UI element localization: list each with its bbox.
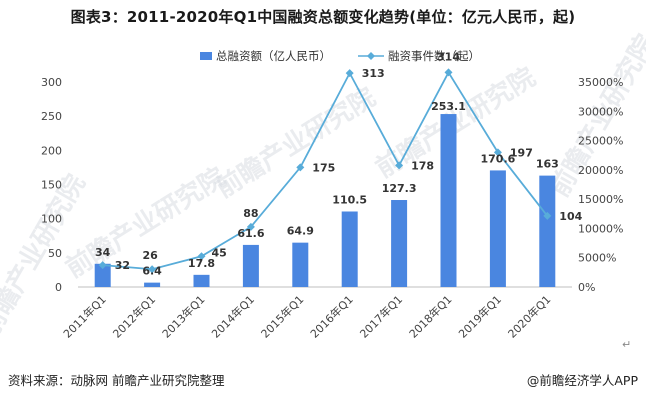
- x-tick-label: 2019年Q1: [455, 292, 504, 341]
- line-point: [246, 222, 255, 231]
- line-point: [543, 211, 552, 220]
- x-tick-label: 2011年Q1: [60, 292, 109, 341]
- line-point: [148, 265, 157, 274]
- y-left-tick-label: 150: [41, 179, 62, 192]
- y-right-tick-label: 35000%: [578, 76, 623, 89]
- return-mark: ↵: [622, 338, 632, 351]
- line-point: [98, 261, 107, 270]
- line-point: [345, 69, 354, 78]
- x-tick-label: 2013年Q1: [159, 292, 208, 341]
- line-data-label: 178: [411, 159, 434, 172]
- bar-data-label: 17.8: [188, 257, 215, 270]
- line-data-label: 88: [243, 207, 258, 220]
- bar: [391, 200, 408, 287]
- x-tick-label: 2015年Q1: [258, 292, 307, 341]
- legend-label-line: 融资事件数（起）: [388, 49, 480, 63]
- bar-data-label: 6.4: [142, 265, 162, 278]
- legend-label-bar: 总融资额（亿人民币）: [216, 49, 331, 63]
- x-tick-label: 2014年Q1: [208, 292, 257, 341]
- y-right-tick-label: 20000%: [578, 164, 623, 177]
- line-data-label: 197: [510, 146, 533, 159]
- series-line: [102, 70, 549, 271]
- bar-data-label: 127.3: [382, 182, 417, 195]
- line-data-label: 175: [312, 161, 335, 174]
- x-tick-label: 2018年Q1: [406, 292, 455, 341]
- bar-data-label: 170.6: [481, 152, 516, 165]
- y-left-tick-label: 200: [41, 144, 62, 157]
- legend-swatch-marker: [367, 52, 375, 60]
- line-data-label: 26: [142, 249, 158, 262]
- chart-title: 图表3：2011-2020年Q1中国融资总额变化趋势(单位：亿元人民币，起): [70, 8, 576, 26]
- y-right-tick-label: 15000%: [578, 193, 623, 206]
- line-point: [197, 252, 206, 261]
- bar: [292, 242, 309, 287]
- legend: 总融资额（亿人民币） 融资事件数（起）: [200, 49, 480, 63]
- bar-series: [94, 114, 556, 287]
- bar-data-label: 34: [95, 246, 111, 259]
- watermark-text: 前瞻产业研究院: [210, 81, 381, 204]
- line-data-label: 104: [559, 210, 582, 223]
- y-right-tick-label: 10000%: [578, 222, 623, 235]
- bar-data-label: 163: [536, 158, 559, 171]
- y-right-tick-label: 0%: [578, 281, 595, 294]
- bar-data-label: 64.9: [287, 225, 314, 238]
- legend-swatch-bar: [200, 52, 212, 60]
- data-labels: 34 6.4 17.8 61.6 64.9 110.5 127.3 253.1 170.6 163…: [95, 50, 583, 277]
- bar: [539, 175, 556, 287]
- y-right-tick-label: 30000%: [578, 105, 623, 118]
- y-right-tick-label: 5000%: [578, 252, 616, 265]
- y-left-tick-label: 0: [55, 281, 62, 294]
- line-point: [493, 148, 502, 157]
- line-data-label: 32: [115, 259, 130, 272]
- y-left-tick-label: 300: [41, 76, 62, 89]
- bar: [489, 170, 506, 287]
- line-data-label: 314: [437, 50, 460, 63]
- line-point: [395, 161, 404, 170]
- line-point: [296, 163, 305, 172]
- credit-note: @前瞻经济学人APP: [526, 373, 638, 388]
- x-tick-label: 2012年Q1: [110, 292, 159, 341]
- line-data-label: 313: [362, 67, 385, 80]
- bar-data-label: 253.1: [431, 100, 466, 113]
- y-right-tick-label: 25000%: [578, 135, 623, 148]
- x-tick-label: 2016年Q1: [307, 292, 356, 341]
- bar-data-label: 61.6: [237, 227, 264, 240]
- y-left-tick-label: 250: [41, 110, 62, 123]
- line-data-label: 45: [212, 246, 227, 259]
- y-left-tick-label: 50: [48, 247, 62, 260]
- bar: [242, 244, 259, 287]
- bar: [193, 274, 210, 287]
- line-point: [444, 68, 453, 77]
- x-tick-label: 2020年Q1: [505, 292, 554, 341]
- y-left-tick-label: 100: [41, 213, 62, 226]
- bar: [341, 211, 358, 287]
- bar-data-label: 110.5: [332, 193, 367, 206]
- source-note: 资料来源：动脉网 前瞻产业研究院整理: [8, 373, 225, 388]
- x-tick-label: 2017年Q1: [357, 292, 406, 341]
- bar: [144, 282, 161, 287]
- bar: [94, 263, 111, 287]
- line-series: [98, 68, 552, 274]
- bar: [440, 114, 457, 287]
